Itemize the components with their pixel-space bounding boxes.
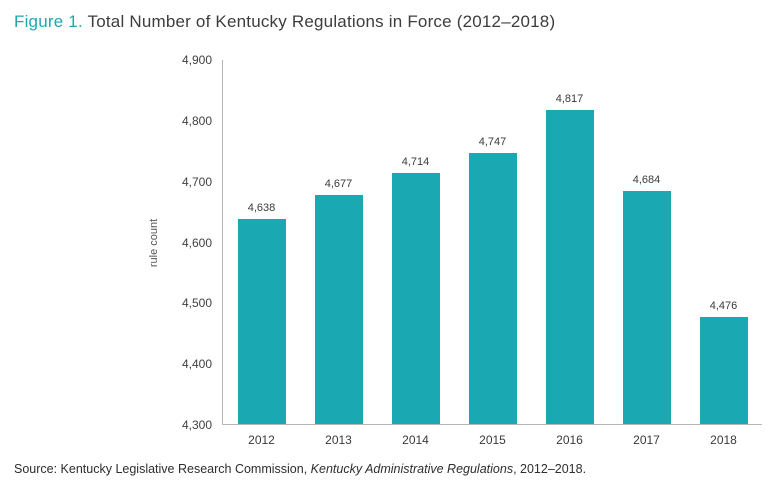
bar-value-label: 4,638 <box>247 201 276 214</box>
y-axis-tick-label: 4,700 <box>181 174 212 189</box>
bar <box>314 195 363 424</box>
x-axis-tick-label: 2016 <box>556 433 583 447</box>
bar <box>545 110 594 424</box>
source-prefix: Source: Kentucky Legislative Research Co… <box>14 462 311 476</box>
chart-title: Figure 1. Total Number of Kentucky Regul… <box>14 12 555 32</box>
bar <box>622 191 671 424</box>
bar-group: 4,817 2016 <box>531 60 608 447</box>
x-axis-tick-label: 2017 <box>633 433 660 447</box>
source-note: Source: Kentucky Legislative Research Co… <box>14 462 586 476</box>
source-publication: Kentucky Administrative Regulations <box>310 462 514 476</box>
bar-group: 4,714 2014 <box>377 60 454 447</box>
bar-group: 4,638 2012 <box>223 60 300 447</box>
bar-group: 4,747 2015 <box>454 60 531 447</box>
bar-value-label: 4,476 <box>709 300 738 313</box>
bar <box>391 172 440 424</box>
bar-value-label: 4,747 <box>478 135 507 148</box>
bar <box>699 317 748 424</box>
bar-value-label: 4,714 <box>401 155 430 168</box>
bar <box>468 152 517 424</box>
y-axis-tick-label: 4,900 <box>181 53 212 67</box>
y-axis-tick-label: 4,300 <box>181 418 212 432</box>
plot-area: 4,638 2012 4,677 2013 4,714 2014 4,747 2015 4,81… <box>222 60 762 447</box>
bar-group: 4,684 2017 <box>608 60 685 447</box>
y-axis-tick-label: 4,600 <box>181 235 212 250</box>
bar-group: 4,476 2018 <box>685 60 762 447</box>
x-axis-tick-label: 2014 <box>402 433 429 447</box>
bar-value-label: 4,677 <box>324 178 353 191</box>
bar-value-label: 4,684 <box>632 174 661 187</box>
figure-number-label: Figure 1. <box>14 12 83 31</box>
bar-value-label: 4,817 <box>555 93 584 106</box>
source-suffix: , 2012–2018. <box>513 462 587 476</box>
bar-group: 4,677 2013 <box>300 60 377 447</box>
x-axis-tick-label: 2015 <box>479 433 506 447</box>
chart-title-text: Total Number of Kentucky Regulations in … <box>82 12 556 31</box>
x-axis-tick-label: 2018 <box>710 433 737 447</box>
y-axis-tick-label: 4,800 <box>181 113 212 128</box>
plot-wrapper: rule count 4,300 4,400 4,500 4,600 4,700 4,80… <box>148 53 762 447</box>
y-axis-tick-label: 4,500 <box>181 296 212 311</box>
y-axis-tick-label: 4,400 <box>181 357 212 372</box>
x-axis-tick-label: 2013 <box>325 433 352 447</box>
bar <box>237 218 286 424</box>
x-axis-tick-label: 2012 <box>248 433 275 447</box>
y-axis-ticks: 4,300 4,400 4,500 4,600 4,700 4,800 4,900 <box>150 53 212 432</box>
